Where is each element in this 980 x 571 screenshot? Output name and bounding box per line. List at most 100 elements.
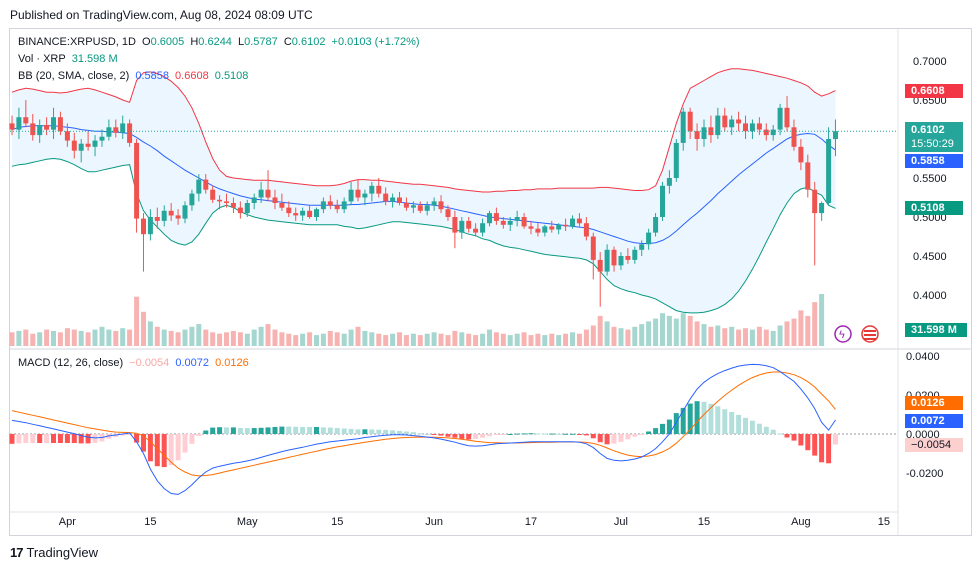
volume-bar <box>722 328 728 346</box>
macd-label: MACD (12, 26, close) <box>18 357 124 369</box>
volume-bar <box>611 326 617 346</box>
open-label: O <box>142 36 151 48</box>
basis-badge: 0.5858 <box>905 154 963 168</box>
volume-bar <box>673 318 679 346</box>
candle-body <box>314 209 319 217</box>
macd-hist-bar <box>680 407 686 434</box>
chart-frame[interactable] <box>9 28 972 536</box>
volume-bar <box>134 296 140 346</box>
candle-body <box>812 189 818 214</box>
bb-band-fill <box>12 68 836 313</box>
candle-body <box>286 207 292 214</box>
candle-body <box>397 197 402 203</box>
volume-bar <box>390 333 396 346</box>
macd-hist-bar <box>570 433 575 435</box>
volume-bar <box>44 329 50 346</box>
volume-value: 31.598 M <box>71 53 118 65</box>
candle-body <box>743 123 748 132</box>
macd-hist-bar <box>182 434 188 453</box>
macd-hist-bar <box>376 429 382 434</box>
volume-bar <box>327 330 333 346</box>
macd-hist-bar <box>16 434 22 444</box>
volume-bar <box>791 318 797 346</box>
candle-body <box>78 143 84 151</box>
candle-body <box>749 123 755 132</box>
volume-bar <box>438 333 444 346</box>
low-label: L <box>238 36 245 48</box>
candle-body <box>300 210 306 216</box>
candle-body <box>701 127 707 139</box>
macd-hist-bar <box>217 427 223 434</box>
volume-bar <box>251 329 257 346</box>
volume-bar <box>784 321 790 346</box>
volume-bar <box>334 332 340 346</box>
candle-body <box>44 125 50 130</box>
high-value: 0.6244 <box>198 36 232 48</box>
macd-hist-bar <box>646 431 652 434</box>
volume-bar <box>521 332 527 346</box>
macd-line-value: 0.0072 <box>175 357 210 369</box>
candle-body <box>189 193 195 206</box>
candle-body <box>438 201 444 210</box>
volume-bar <box>383 335 389 346</box>
tradingview-brand[interactable]: 17 TradingView <box>10 545 98 560</box>
macd-hist-bar <box>9 434 15 444</box>
price-tick-label: 0.5000 <box>913 212 947 224</box>
macd-hist-bar <box>819 434 825 463</box>
volume-bar <box>141 311 146 346</box>
macd-hist-bar <box>466 434 472 440</box>
macd-hist-bar <box>37 434 43 443</box>
volume-bar <box>210 332 216 346</box>
macd-hist-bar <box>438 434 444 436</box>
high-label: H <box>190 36 199 48</box>
macd-hist-bar <box>120 434 126 436</box>
candle-body <box>570 218 575 227</box>
volume-bar <box>293 335 299 346</box>
volume-bar <box>127 329 133 346</box>
candle-body <box>459 220 465 233</box>
volume-bar <box>168 330 174 346</box>
macd-hist-bar <box>535 433 541 435</box>
close-value: 0.6102 <box>291 36 326 48</box>
volume-bar <box>71 329 77 346</box>
candle-body <box>362 193 368 198</box>
volume-bar <box>653 318 659 346</box>
volume-bar <box>51 330 56 346</box>
volume-bar <box>314 335 319 346</box>
macd-hist-bar <box>777 433 783 435</box>
candle-body <box>161 210 167 221</box>
volume-bar <box>161 329 167 346</box>
macd-hist-bar <box>314 427 319 434</box>
time-tick-label: 15 <box>878 516 890 528</box>
volume-bar <box>362 330 368 346</box>
macd-hist-bar <box>812 434 818 456</box>
candle-body <box>535 228 541 233</box>
candle-body <box>237 207 243 214</box>
volume-bar <box>556 335 562 346</box>
candle-body <box>224 201 229 203</box>
price-tick-label: 0.6500 <box>913 95 947 107</box>
price-tick-label: 0.4000 <box>913 290 947 302</box>
volume-bar <box>99 326 105 346</box>
candle-body <box>694 131 700 139</box>
candle-body <box>604 249 610 272</box>
macd-hist-bar <box>708 403 714 434</box>
candle-body <box>756 123 762 130</box>
last-price-value: 0.6102 <box>911 124 945 136</box>
volume-bar <box>666 315 672 346</box>
macd-hist-bar <box>44 434 50 443</box>
macd-hist-bar <box>362 429 368 434</box>
candle-body <box>376 185 382 194</box>
volume-bar <box>369 332 375 346</box>
volume-bar <box>812 302 818 346</box>
candle-body <box>210 189 216 200</box>
volume-bar <box>459 332 465 346</box>
candle-body <box>64 131 70 141</box>
candle-body <box>660 185 665 217</box>
macd-hist-bar <box>459 434 465 439</box>
symbol-label: BINANCE:XRPUSD, 1D <box>18 36 136 48</box>
volume-bar <box>743 328 748 346</box>
volume-bar <box>265 324 271 346</box>
ohlc-legend: BINANCE:XRPUSD, 1D O0.6005 H0.6244 L0.57… <box>18 36 423 48</box>
